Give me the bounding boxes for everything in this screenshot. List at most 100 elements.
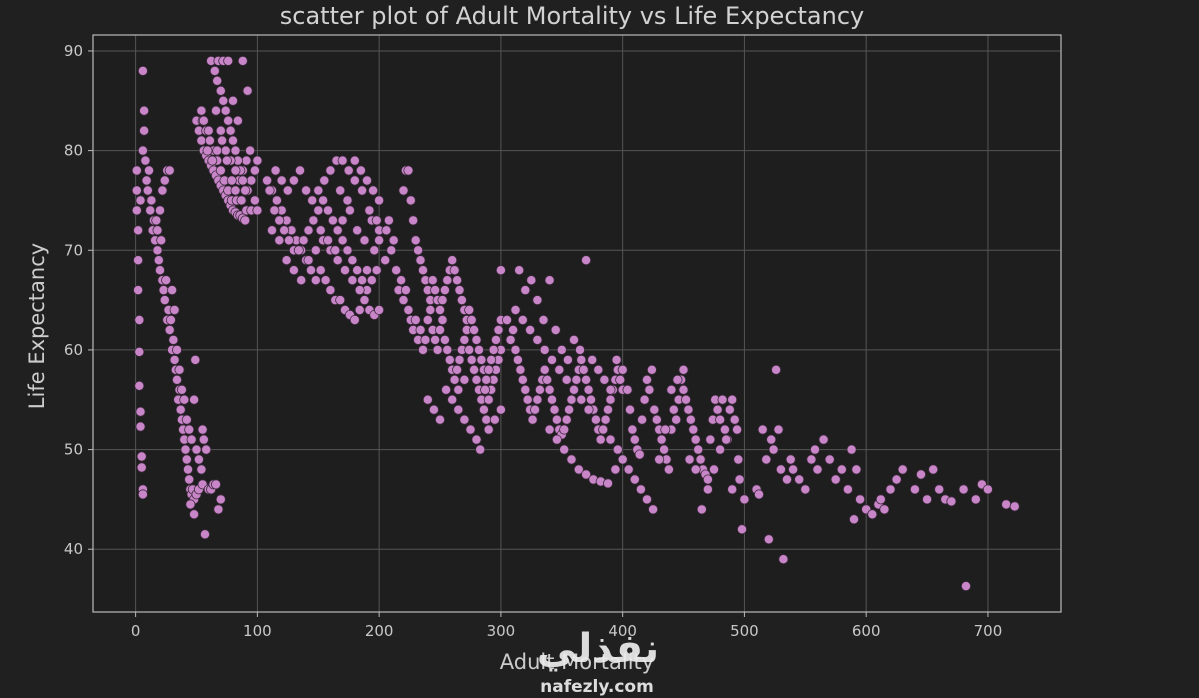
- scatter-point: [469, 324, 480, 335]
- scatter-point: [922, 494, 933, 505]
- scatter-point: [176, 384, 187, 395]
- scatter-point: [174, 364, 185, 375]
- scatter-point: [672, 374, 683, 385]
- scatter-point: [141, 175, 152, 186]
- scatter-point: [380, 255, 391, 266]
- scatter-point: [879, 504, 890, 515]
- x-tick-label: 100: [243, 622, 272, 640]
- scatter-point: [654, 454, 665, 465]
- scatter-point: [142, 185, 153, 196]
- scatter-point: [702, 484, 713, 495]
- scatter-point: [283, 235, 294, 246]
- scatter-point: [634, 449, 645, 460]
- scatter-point: [168, 334, 179, 345]
- scatter-point: [561, 414, 572, 425]
- scatter-point: [185, 499, 196, 510]
- scatter-point: [218, 95, 229, 106]
- scatter-point: [152, 225, 163, 236]
- scatter-point: [249, 165, 260, 176]
- scatter-point: [359, 295, 370, 306]
- scatter-point: [315, 225, 326, 236]
- scatter-point: [335, 185, 346, 196]
- scatter-point: [508, 324, 519, 335]
- scatter-point: [459, 414, 470, 425]
- scatter-point: [649, 404, 660, 415]
- scatter-point: [364, 205, 375, 216]
- scatter-point: [198, 115, 209, 126]
- scatter-point: [625, 404, 636, 415]
- scatter-point: [175, 404, 186, 415]
- scatter-point: [307, 195, 318, 206]
- scatter-point: [240, 185, 251, 196]
- scatter-point: [970, 494, 981, 505]
- scatter-point: [660, 424, 671, 435]
- scatter-point: [526, 275, 537, 286]
- scatter-point: [199, 529, 210, 540]
- scatter-point: [761, 454, 772, 465]
- scatter-point: [137, 489, 148, 500]
- scatter-point: [237, 55, 248, 66]
- scatter-point: [709, 464, 720, 475]
- scatter-point: [737, 524, 748, 535]
- scatter-point: [576, 354, 587, 365]
- scatter-point: [193, 454, 204, 465]
- scatter-point: [391, 265, 402, 276]
- scatter-point: [627, 424, 638, 435]
- data-points: [131, 55, 1020, 592]
- scatter-point: [133, 285, 144, 296]
- scatter-point: [213, 504, 224, 515]
- scatter-point: [733, 454, 744, 465]
- scatter-point: [184, 474, 195, 485]
- scatter-point: [671, 414, 682, 425]
- scatter-point: [946, 496, 957, 507]
- y-tick-label: 80: [64, 142, 83, 160]
- scatter-point: [688, 424, 699, 435]
- scatter-point: [542, 374, 553, 385]
- scatter-point: [134, 380, 145, 391]
- scatter-point: [274, 215, 285, 226]
- scatter-point: [810, 444, 821, 455]
- scatter-point: [425, 304, 436, 315]
- scatter-point: [432, 344, 443, 355]
- scatter-point: [578, 364, 589, 375]
- scatter-point: [305, 265, 316, 276]
- scatter-point: [301, 185, 312, 196]
- scatter-point: [587, 354, 598, 365]
- y-tick-label: 90: [64, 42, 83, 60]
- scatter-point: [171, 344, 182, 355]
- scatter-point: [525, 324, 536, 335]
- x-tick-label: 300: [487, 622, 516, 640]
- scatter-point: [207, 155, 218, 166]
- scatter-point: [610, 464, 621, 475]
- scatter-point: [581, 469, 592, 480]
- scatter-point: [417, 265, 428, 276]
- scatter-point: [681, 394, 692, 405]
- scatter-point: [830, 474, 841, 485]
- scatter-point: [593, 364, 604, 375]
- scatter-point: [473, 344, 484, 355]
- scatter-point: [210, 105, 221, 116]
- scatter-point: [824, 454, 835, 465]
- scatter-point: [264, 185, 275, 196]
- scatter-point: [885, 484, 896, 495]
- scatter-point: [276, 175, 287, 186]
- scatter-point: [230, 145, 241, 156]
- scatter-point: [349, 155, 360, 166]
- scatter-point: [1009, 501, 1020, 512]
- scatter-point: [413, 245, 424, 256]
- scatter-point: [137, 65, 148, 76]
- scatter-point: [154, 205, 165, 216]
- scatter-point: [153, 255, 164, 266]
- scatter-point: [576, 394, 587, 405]
- scatter-point: [719, 424, 730, 435]
- scatter-point: [215, 85, 226, 96]
- scatter-point: [449, 374, 460, 385]
- scatter-point: [156, 235, 167, 246]
- scatter-point: [464, 344, 475, 355]
- scatter-point: [131, 205, 142, 216]
- scatter-point: [547, 354, 558, 365]
- scatter-point: [678, 384, 689, 395]
- scatter-point: [639, 394, 650, 405]
- scatter-point: [374, 195, 385, 206]
- scatter-point: [191, 444, 202, 455]
